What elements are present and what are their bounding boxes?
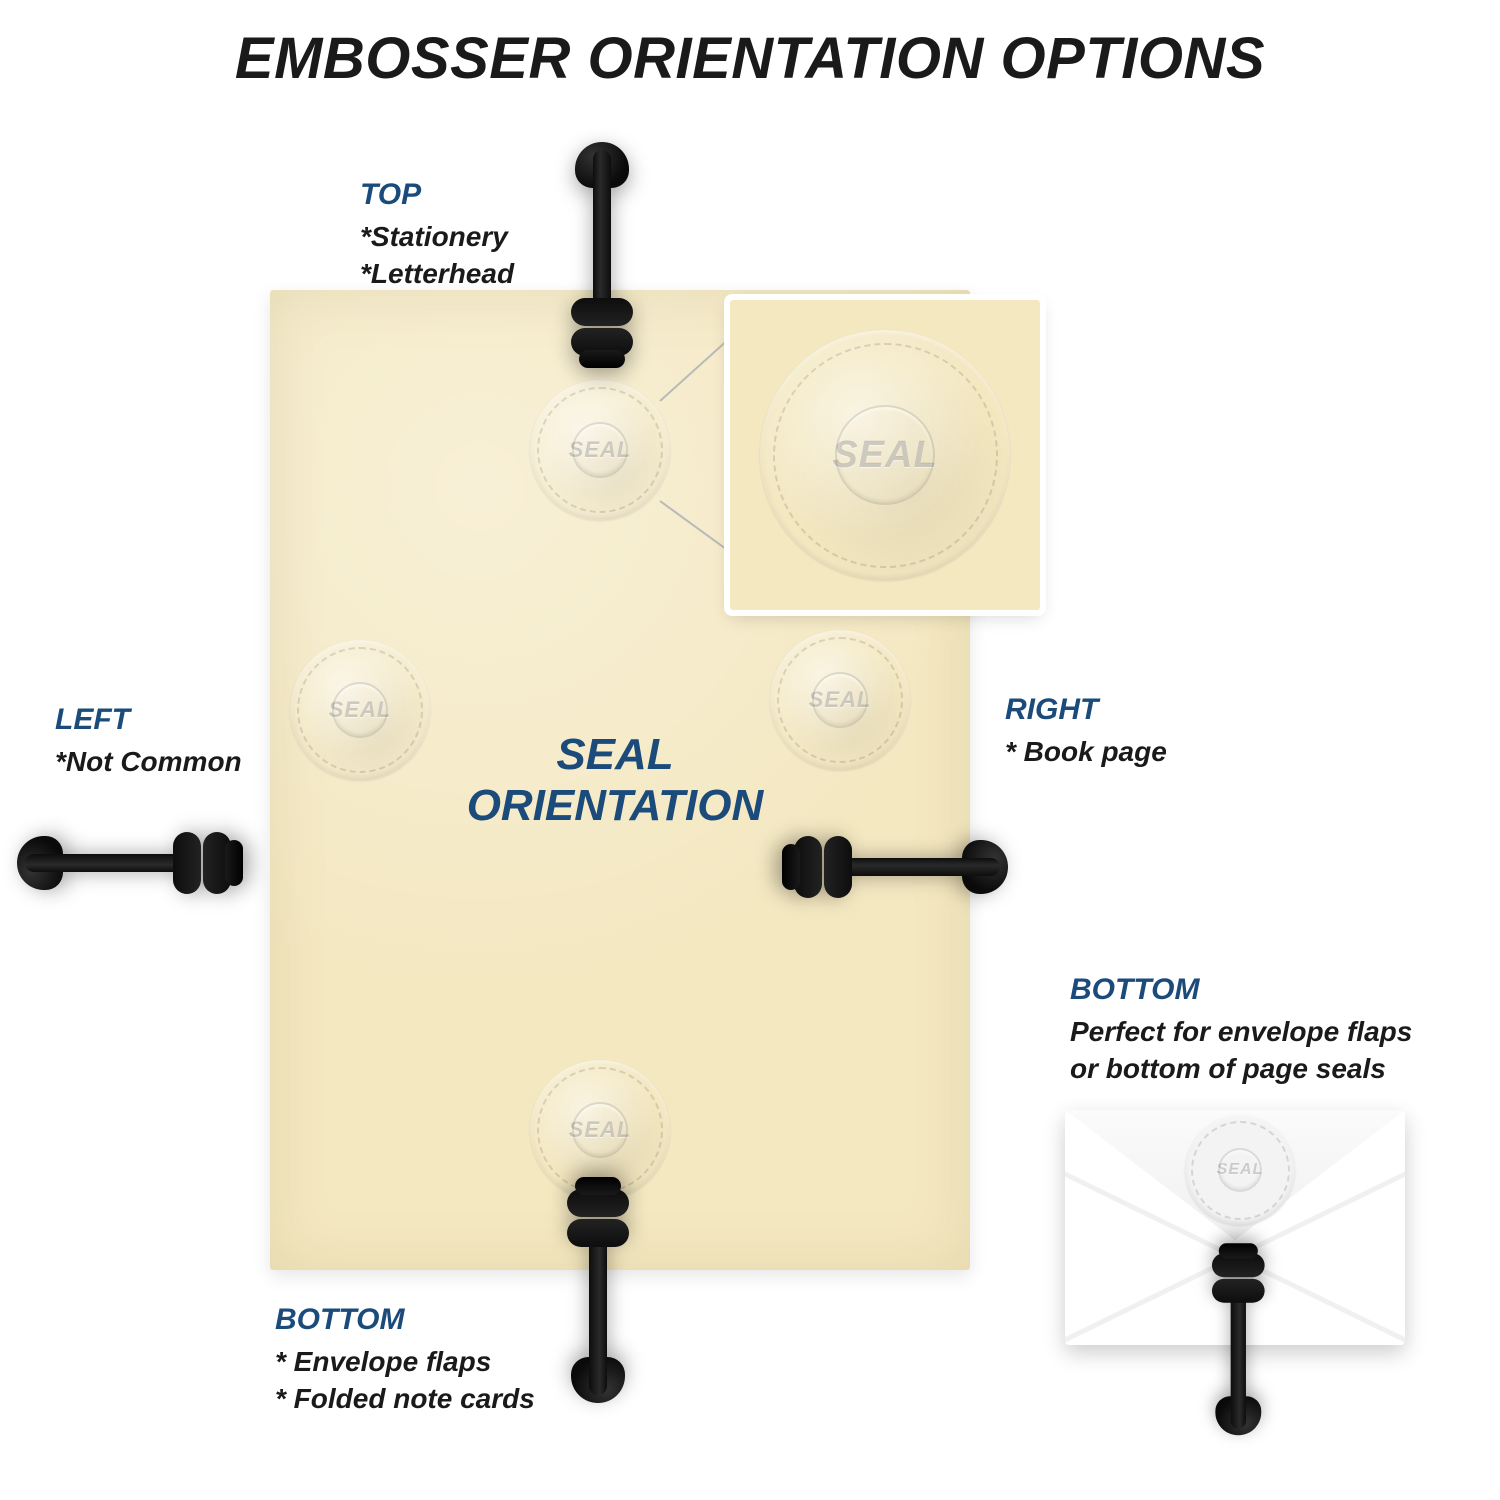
label-left: LEFT *Not Common [55,700,242,780]
label-right-line1: * Book page [1005,733,1167,771]
seal-right: SEAL [770,630,910,770]
label-top-head: TOP [360,175,514,216]
label-left-line1: *Not Common [55,743,242,781]
seal-word: SEAL [530,380,670,520]
infographic-stage: EMBOSSER ORIENTATION OPTIONS SEAL ORIENT… [0,0,1500,1500]
seal-word: SEAL [1185,1115,1295,1225]
seal-left: SEAL [290,640,430,780]
embosser-right [780,830,1000,900]
label-bottom-callout-head: BOTTOM [1070,970,1412,1011]
label-bottom-line2: * Folded note cards [275,1380,535,1418]
label-bottom-head: BOTTOM [275,1300,535,1341]
center-caption-line2: ORIENTATION [400,781,830,832]
label-top-line1: *Stationery [360,218,514,256]
seal-word: SEAL [760,330,1010,580]
label-right: RIGHT * Book page [1005,690,1167,770]
label-top-line2: *Letterhead [360,255,514,293]
label-bottom-callout-line2: or bottom of page seals [1070,1050,1412,1088]
label-bottom-callout: BOTTOM Perfect for envelope flaps or bot… [1070,970,1412,1088]
label-top: TOP *Stationery *Letterhead [360,175,514,293]
center-caption: SEAL ORIENTATION [400,730,830,831]
label-bottom-callout-line1: Perfect for envelope flaps [1070,1013,1412,1051]
seal-inset: SEAL [760,330,1010,580]
seal-word: SEAL [290,640,430,780]
label-right-head: RIGHT [1005,690,1167,731]
seal-top: SEAL [530,380,670,520]
page-title: EMBOSSER ORIENTATION OPTIONS [0,25,1500,92]
label-left-head: LEFT [55,700,242,741]
center-caption-line1: SEAL [400,730,830,781]
label-bottom-line1: * Envelope flaps [275,1343,535,1381]
label-bottom: BOTTOM * Envelope flaps * Folded note ca… [275,1300,535,1418]
embosser-bottom [565,1175,635,1395]
embosser-top [565,150,635,370]
embosser-left [25,830,245,900]
embosser-envelope [1210,1242,1270,1429]
seal-envelope: SEAL [1185,1115,1295,1225]
seal-word: SEAL [770,630,910,770]
